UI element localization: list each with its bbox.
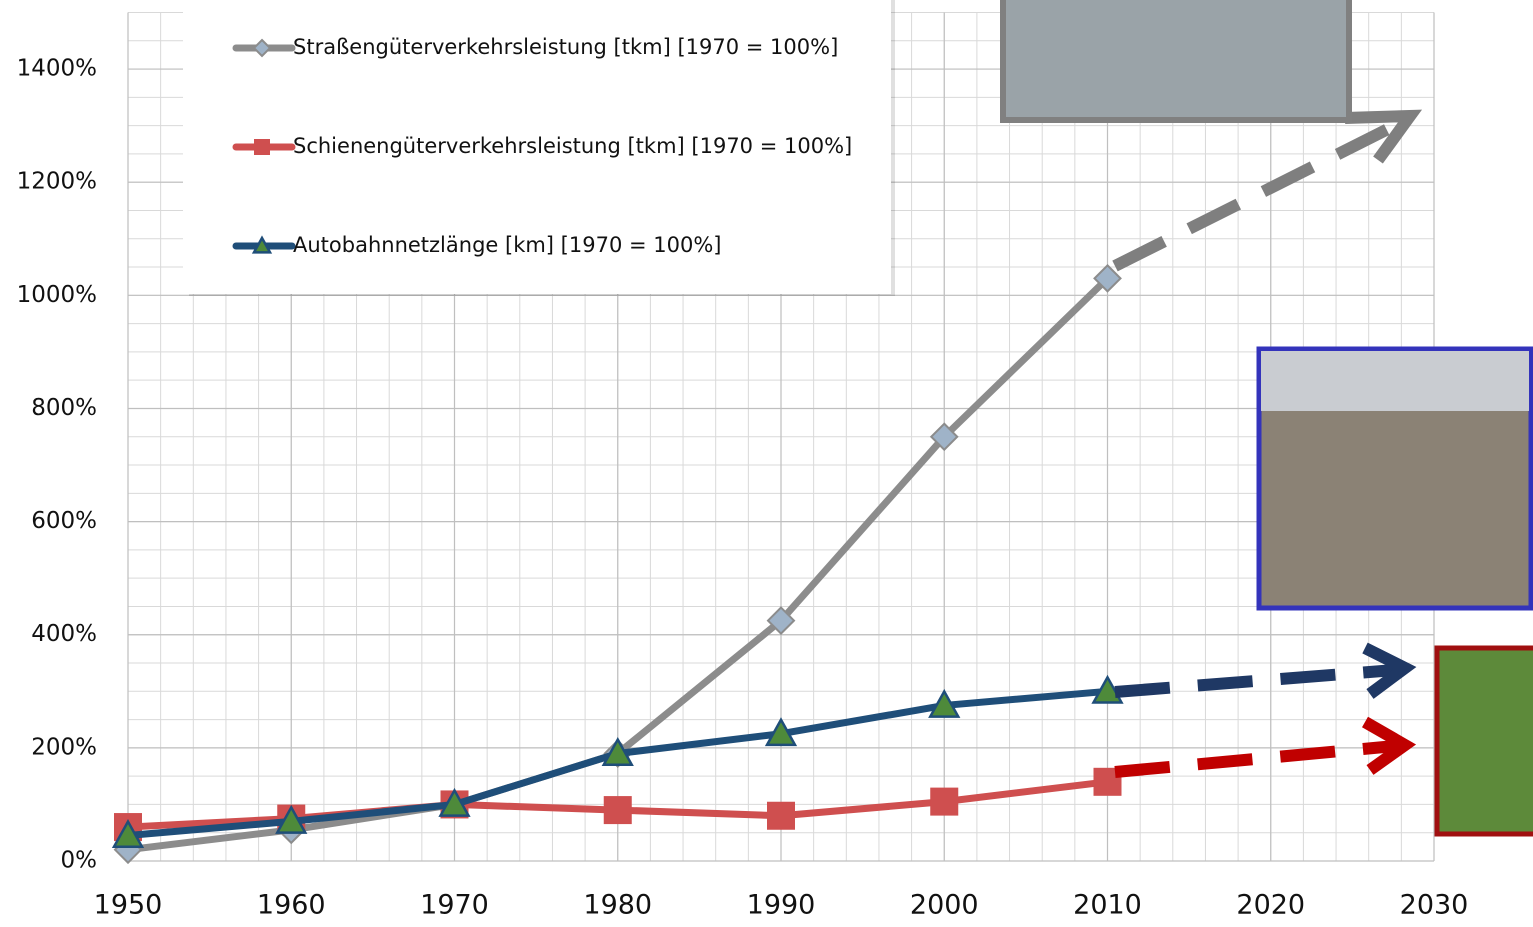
legend: Straßengüterverkehrsleistung [tkm] [1970… <box>183 0 895 296</box>
legend-label: Autobahnnetzlänge [km] [1970 = 100%] <box>293 233 722 257</box>
photo-sky <box>1261 351 1529 411</box>
x-tick-label: 1990 <box>747 890 816 921</box>
x-tick-label: 2010 <box>1073 890 1142 921</box>
y-tick-label: 1400% <box>17 56 97 82</box>
x-tick-label: 2030 <box>1400 890 1469 921</box>
x-tick-label: 2020 <box>1236 890 1305 921</box>
y-tick-label: 1200% <box>17 169 97 195</box>
photos <box>1003 0 1533 834</box>
marker <box>930 788 958 816</box>
chart: 0% 200% 400% 600% 800% 1000% 1200% 1400% 1950 196… <box>0 0 1533 923</box>
y-tick-label: 600% <box>31 508 97 534</box>
x-tick-label: 1980 <box>583 890 652 921</box>
y-tick-label: 200% <box>31 734 97 760</box>
x-tick-label: 1960 <box>257 890 326 921</box>
marker <box>604 796 632 824</box>
marker <box>254 139 270 155</box>
marker <box>767 802 795 830</box>
legend-label: Schienengüterverkehrsleistung [tkm] [197… <box>293 134 852 158</box>
x-tick-label: 1950 <box>94 890 163 921</box>
y-tick-label: 0% <box>61 848 98 874</box>
autobahn-trend <box>1115 670 1395 692</box>
road-trend <box>1115 124 1398 266</box>
y-tick-label: 400% <box>31 621 97 647</box>
photo-traffic <box>1003 0 1349 120</box>
page: {"chart_data": {"type": "line", "x": [19… <box>0 0 1533 923</box>
y-tick-label: 1000% <box>17 282 97 308</box>
x-tick-label: 1970 <box>420 890 489 921</box>
rail-trend <box>1115 746 1395 772</box>
legend-label: Straßengüterverkehrsleistung [tkm] [1970… <box>293 35 838 59</box>
x-tick-label: 2000 <box>910 890 979 921</box>
y-tick-label: 800% <box>31 395 97 421</box>
photo-rail <box>1437 648 1533 834</box>
